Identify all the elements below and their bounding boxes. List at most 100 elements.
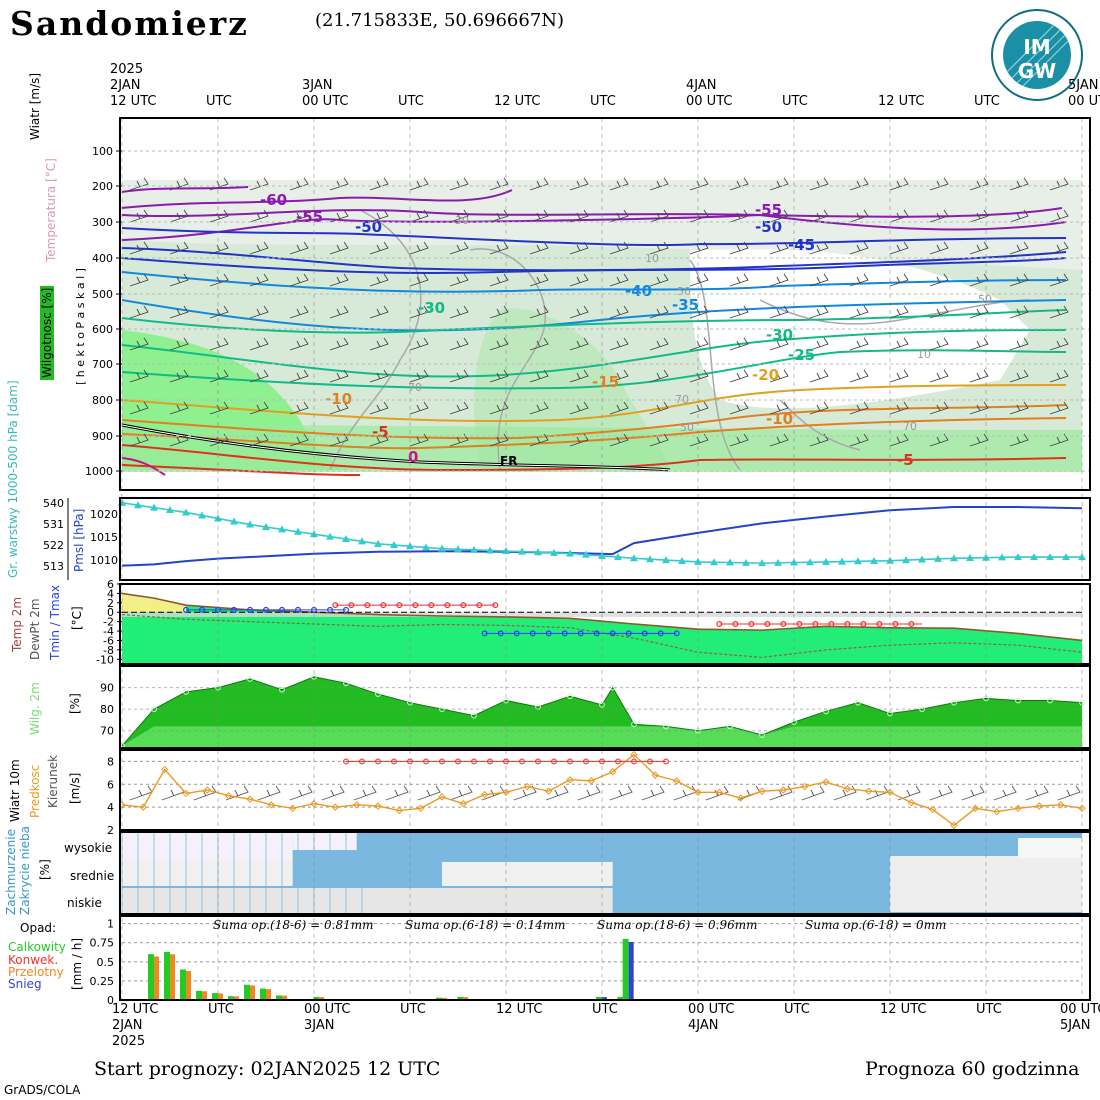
geopotential-marker [806,558,814,566]
panel-frame-wind [119,749,1091,831]
bottom-time-label-line3 [784,1034,810,1050]
isotherm-label: -55 [296,208,323,226]
wind-barb [609,369,629,383]
bottom-time-label-line3 [304,1034,350,1050]
wind-speed-point [736,794,745,802]
pressure-tick-label: 700 [92,358,113,371]
wind-barb [529,209,549,223]
isotherm-line-10 [121,329,1067,378]
bottom-time-label-line3 [592,1034,618,1050]
wind-barb [649,401,669,415]
wind-speed-point [822,778,830,786]
temp-unit-label: [°C] [70,606,84,630]
wind-barb [649,177,669,191]
pmsl-tick-label: 1010 [90,554,118,567]
wind-speed-point [395,806,404,815]
isotherm-line-11 [121,349,1067,390]
wind-barb [929,273,949,287]
wind-speed-point [566,776,574,784]
geopotential-marker [630,554,638,562]
pressure-tick-label: 800 [92,394,113,407]
bottom-time-label-line3 [496,1034,542,1050]
wind-unit-label: [m/s] [68,772,82,804]
isotherm-label: -50 [355,218,382,236]
wind-barb [849,177,869,191]
bottom-time-label: UTC [208,1002,234,1050]
wind-barb [169,401,189,415]
humidity-contour-label: 50 [680,421,694,434]
wind-barb [129,401,149,415]
wind-barb [769,305,789,319]
wind-barb [449,273,469,287]
wind-barb [489,241,509,255]
wind10m-barb [993,785,1017,801]
top-time-label-line3: 12 UTC [878,94,925,109]
geo-tick-label: 531 [43,518,64,531]
wind-barb [529,401,549,415]
wind-barb [249,305,269,319]
geopotential-marker [182,508,190,516]
bottom-time-label-line3 [688,1034,734,1050]
precip-sum-1: Suma op.(18-6) = 0.81mm [213,918,374,932]
wind-barb [889,433,909,447]
wind-barb [329,273,349,287]
wind-barb [809,369,829,383]
cloud-mid-block [122,860,293,886]
wind-speed-point [224,792,233,800]
top-time-label-line3: UTC [590,94,616,109]
humidity-tick-label: 80 [100,703,114,716]
credit: GrADS/COLA [4,1083,81,1097]
wind10m-barb [417,785,441,801]
wind-speed-point [971,804,980,812]
wind-barb [129,273,149,287]
wind-barb [249,369,269,383]
cloud-level-low: niskie [67,896,102,910]
cloud-mid-block-2 [442,862,613,886]
geopotential-marker [918,555,926,563]
wind-barb [689,241,709,255]
wind10m-barb [769,785,793,801]
wind10m-barb [385,785,409,801]
pressure-tick-label: 400 [92,252,113,265]
tminmax-label: Tmin / Tmax [48,584,62,660]
logo-line1: IM [1023,35,1050,59]
bottom-time-label-line2 [208,1018,234,1034]
wind-speed-point [843,785,852,793]
station-title: Sandomierz [10,4,249,43]
wind10m-label: Wiatr 10m [8,759,22,822]
wind-barb [169,177,189,191]
isotherm-label: -55 [755,201,782,219]
wind-barb [649,337,669,351]
bottom-time-label-line1: 12 UTC [496,1002,543,1017]
precip-bar-total [164,951,170,1000]
panel-frame-hum [119,665,1091,749]
humidity-point [183,688,189,695]
humidity-point [471,712,477,719]
wind-barb [849,433,869,447]
panel-frame-cloud [119,831,1091,915]
geopotential-marker [134,501,142,509]
precip-title: Opad: [20,921,57,935]
wind-speed-point [374,802,382,810]
bottom-time-label-line3 [400,1034,426,1050]
pressure-axis-label: [ h e k t o P a s k a l ] [74,268,87,385]
isotherm-line-17 [121,457,166,476]
wind-barb [129,433,149,447]
geopotential-marker [550,548,558,556]
wind-barb [889,401,909,415]
wind-barb [289,177,309,191]
wind-barb [409,401,429,415]
geopotential-marker [870,557,878,565]
wind-barb [1009,337,1029,351]
geopotential-marker [838,557,846,565]
wind-barb [449,337,469,351]
wind-speed-point [907,798,916,807]
wind-barb [969,305,989,319]
wind-barb [1009,177,1029,191]
wind-barb [409,209,429,223]
humidity-contour-label: 70 [903,420,917,433]
top-time-label-line1: 2025 [110,62,144,77]
precip-bar-showers [170,954,175,1000]
imgw-logo: IM GW [991,9,1083,101]
